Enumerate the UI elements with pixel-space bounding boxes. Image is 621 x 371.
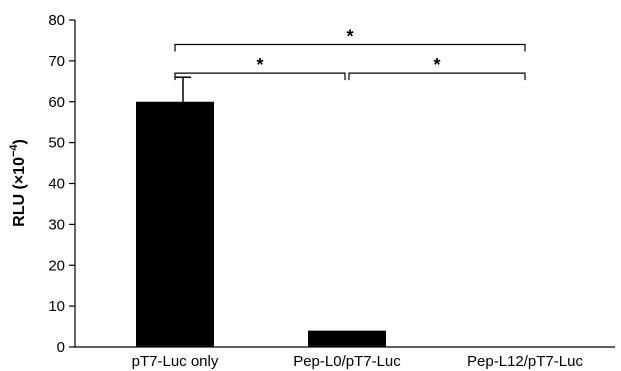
significance-bracket xyxy=(348,72,526,81)
y-axis-title-close: ) xyxy=(11,139,28,144)
bar xyxy=(136,101,214,347)
significance-star: * xyxy=(433,55,440,75)
y-axis-title-exponent: −4 xyxy=(8,144,20,157)
x-labels: pT7-Luc only Pep-L0/pT7-Luc Pep-L12/pT7-Lu… xyxy=(132,353,584,370)
bar xyxy=(308,330,386,347)
x-category-label: Pep-L0/pT7-Luc xyxy=(293,353,401,370)
significance-bracket xyxy=(174,72,346,81)
y-tick-label: 30 xyxy=(48,216,65,233)
y-tick-label: 50 xyxy=(48,135,65,152)
y-tick-label: 0 xyxy=(57,339,65,356)
y-tick-label: 10 xyxy=(48,298,65,315)
significance-bracket xyxy=(174,43,526,52)
significance-star: * xyxy=(256,55,263,75)
y-tick-label: 60 xyxy=(48,94,65,111)
x-category-label: Pep-L12/pT7-Luc xyxy=(467,353,583,370)
y-axis-title-main: RLU (×10 xyxy=(11,157,28,227)
y-axis-title: RLU (×10−4) xyxy=(8,139,28,227)
y-tick-label: 70 xyxy=(48,53,65,70)
y-tick-label: 80 xyxy=(48,12,65,29)
y-tick-label: 40 xyxy=(48,176,65,193)
significance-star: * xyxy=(346,27,353,47)
bars xyxy=(136,76,386,347)
x-category-label: pT7-Luc only xyxy=(132,353,219,370)
significance-brackets: * * * xyxy=(174,27,526,81)
y-tick-label: 20 xyxy=(48,257,65,274)
y-ticks: 0 10 20 30 40 50 60 70 80 xyxy=(48,12,75,356)
